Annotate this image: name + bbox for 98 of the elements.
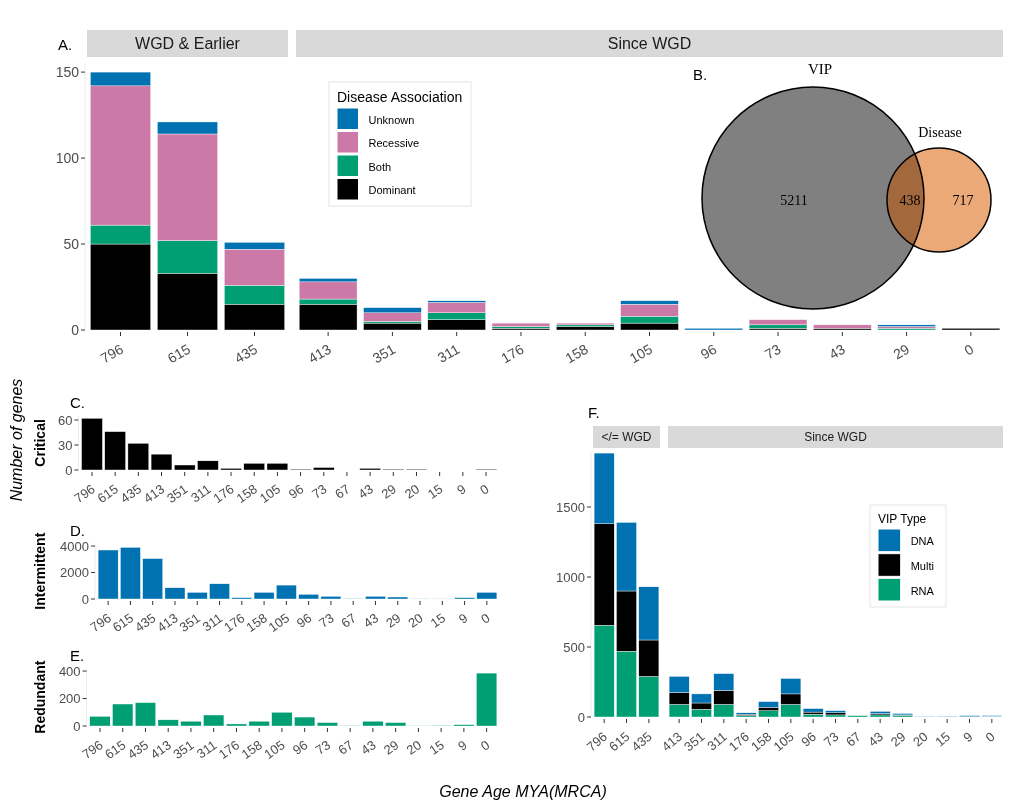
- y-tick-label: 0: [71, 321, 80, 338]
- y-tick-label: 400: [58, 663, 81, 679]
- x-tick-label: 105: [626, 340, 656, 367]
- x-tick-label: 615: [164, 340, 194, 367]
- y-tick-label: 500: [563, 639, 585, 655]
- x-tick-label: 43: [826, 340, 848, 363]
- x-tick-label: 15: [932, 728, 954, 750]
- y-tick-label: 200: [58, 691, 81, 707]
- x-tick-label: 0: [982, 728, 998, 745]
- legend-label: RNA: [910, 584, 935, 597]
- legend-label: Dominant: [368, 184, 416, 197]
- x-tick-label: 96: [289, 737, 311, 758]
- y-tick-label: 1500: [556, 499, 585, 515]
- x-tick-label: 9: [454, 481, 469, 498]
- y-tick-label: 1000: [556, 569, 585, 585]
- x-tick-label: 158: [243, 610, 270, 635]
- text: WGD & Earlier: [135, 35, 241, 53]
- chart-title: F.: [588, 404, 600, 421]
- x-tick-label: 9: [455, 737, 470, 754]
- x-tick-label: 351: [369, 340, 399, 367]
- legend-label: DNA: [910, 535, 935, 548]
- x-tick-label: 15: [424, 481, 446, 502]
- x-tick-label: 9: [960, 728, 976, 745]
- x-tick-label: 96: [697, 340, 720, 363]
- y-tick-label: 2000: [60, 565, 89, 581]
- x-tick-label: 67: [332, 481, 353, 502]
- x-tick-label: 29: [890, 340, 913, 363]
- x-tick-label: 73: [312, 737, 334, 758]
- y-axis-title: Critical: [32, 419, 48, 467]
- x-tick-label: 96: [285, 481, 307, 502]
- legend-title: Disease Association: [337, 89, 463, 105]
- legend-title: VIP Type: [878, 512, 927, 526]
- x-tick-label: 15: [427, 610, 449, 631]
- x-tick-label: 0: [478, 610, 493, 627]
- x-tick-label: 158: [562, 340, 591, 367]
- x-tick-label: 20: [405, 610, 426, 631]
- y-axis-title: Intermittent: [32, 532, 48, 610]
- x-tick-label: 0: [477, 737, 493, 754]
- y-tick-label: 30: [57, 437, 73, 453]
- x-tick-label: 176: [498, 340, 527, 367]
- x-tick-label: 43: [358, 737, 379, 758]
- y-tick-label: 50: [63, 235, 80, 252]
- y-tick-label: 60: [57, 412, 73, 428]
- data-label: 5211: [780, 193, 808, 208]
- text: </= WGD: [601, 430, 652, 445]
- y-tick-label: 0: [81, 591, 89, 607]
- y-tick-label: 0: [65, 462, 73, 478]
- x-tick-label: 43: [865, 728, 887, 750]
- y-tick-label: 4000: [60, 538, 89, 554]
- y-tick-label: 0: [577, 709, 585, 725]
- x-tick-label: 73: [762, 340, 784, 363]
- y-tick-label: 100: [55, 149, 80, 166]
- data-label: 438: [899, 193, 921, 208]
- x-tick-label: 73: [820, 728, 842, 750]
- x-tick-label: 435: [231, 340, 261, 367]
- x-tick-label: 67: [843, 728, 864, 750]
- x-tick-label: 20: [910, 728, 931, 750]
- chart-title: D.: [70, 522, 85, 539]
- x-tick-label: 29: [378, 481, 400, 502]
- legend-label: Multi: [910, 559, 934, 572]
- annotation: Disease: [918, 125, 962, 140]
- x-tick-label: 796: [87, 610, 114, 635]
- x-tick-label: 73: [309, 481, 330, 502]
- x-tick-label: 43: [355, 481, 376, 502]
- x-tick-label: 73: [316, 610, 337, 631]
- x-tick-label: 96: [293, 610, 315, 631]
- x-tick-label: 9: [455, 610, 471, 627]
- text: Since WGD: [804, 430, 868, 445]
- x-tick-label: 29: [887, 728, 909, 750]
- x-tick-label: 96: [798, 728, 820, 750]
- y-tick-label: 0: [73, 718, 81, 734]
- chart-title: A.: [58, 36, 73, 53]
- x-tick-label: 20: [403, 737, 425, 758]
- x-tick-label: 0: [961, 340, 977, 359]
- x-tick-label: 67: [338, 610, 359, 631]
- y-tick-label: 150: [55, 64, 80, 80]
- chart-title: C.: [70, 394, 85, 411]
- legend-label: Recessive: [368, 137, 420, 150]
- annotation: VIP: [807, 61, 833, 77]
- x-tick-label: 20: [401, 481, 423, 502]
- text: B.: [693, 66, 708, 83]
- legend-label: Unknown: [368, 113, 415, 126]
- x-tick-label: 29: [383, 610, 404, 631]
- chart-title: E.: [70, 647, 85, 664]
- x-tick-label: 15: [426, 737, 447, 758]
- text: Since WGD: [607, 35, 692, 53]
- y-axis-title: Redundant: [32, 660, 48, 734]
- y-axis-title: Number of genes: [8, 378, 25, 502]
- x-tick-label: 796: [97, 340, 127, 367]
- x-tick-label: 0: [477, 481, 492, 498]
- data-label: 717: [952, 193, 974, 208]
- x-tick-label: 29: [380, 737, 402, 758]
- x-tick-label: 67: [335, 737, 356, 758]
- x-tick-label: 43: [360, 610, 382, 631]
- x-tick-label: 413: [305, 340, 334, 367]
- x-tick-label: 311: [434, 340, 463, 366]
- x-axis-title: Gene Age MYA(MRCA): [439, 783, 607, 800]
- legend-label: Both: [368, 160, 392, 173]
